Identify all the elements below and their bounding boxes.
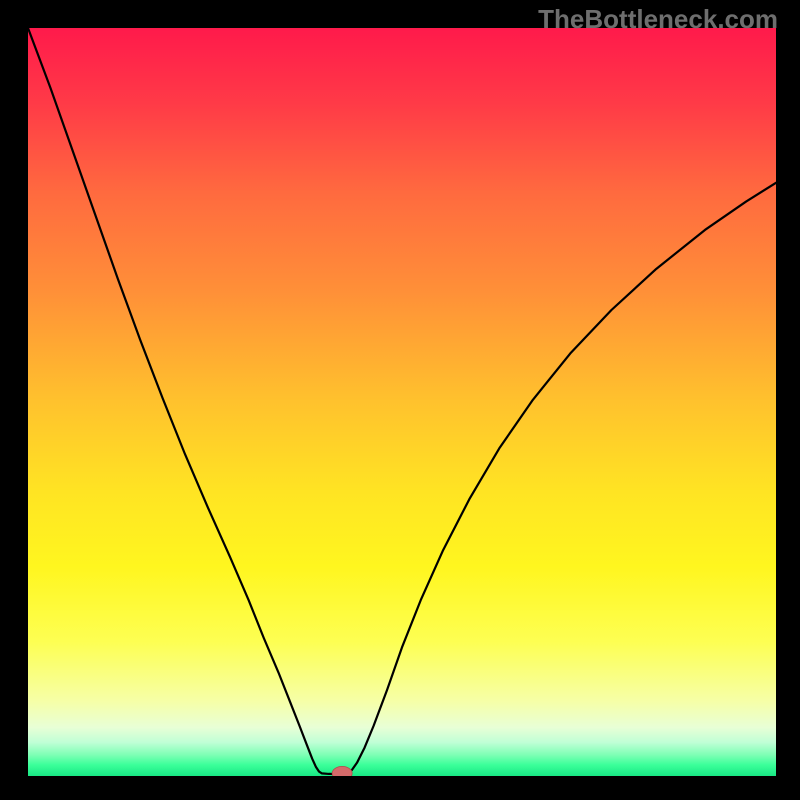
watermark-source: TheBottleneck.com: [538, 4, 778, 34]
bottleneck-chart: TheBottleneck.com: [0, 0, 800, 800]
plot-background-gradient: [28, 28, 776, 776]
plot-area: [28, 28, 776, 780]
